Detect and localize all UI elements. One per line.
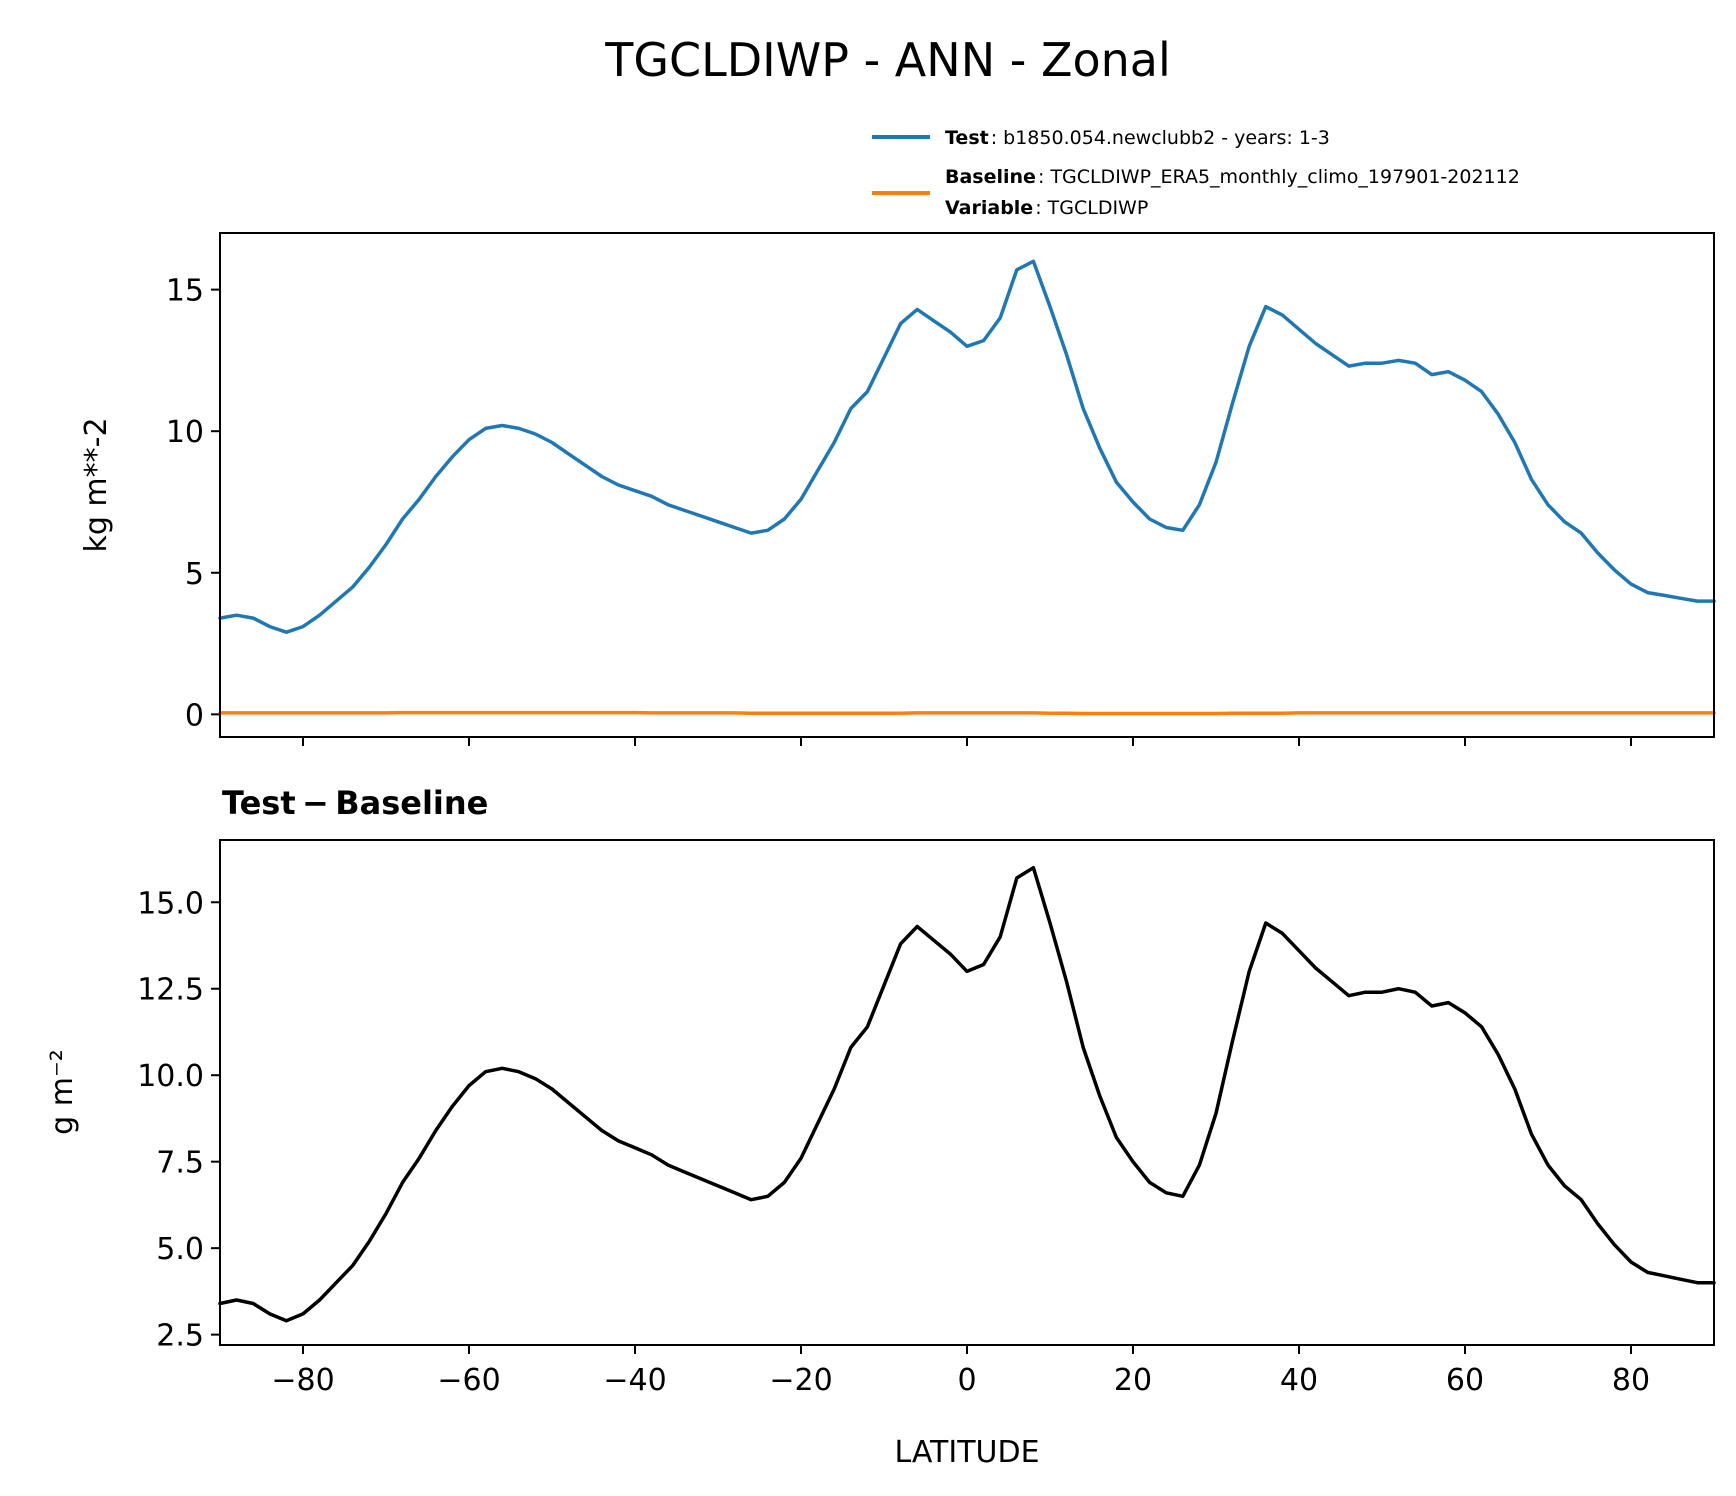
x-tick-label: 80 bbox=[1612, 1363, 1650, 1398]
bottom-panel-marks: −80 −60 −40 −20 0 20 40 60 80 2.5 5.0 7.5 10.0 12.5 15… bbox=[137, 865, 1716, 1398]
legend-variable-text: : TGCLDIWP bbox=[1035, 197, 1148, 219]
legend-variable-bold: Variable bbox=[945, 197, 1033, 219]
top-panel-marks: 0 5 10 15 bbox=[166, 259, 1716, 746]
legend-label-test: Test: b1850.054.newclubb2 - years: 1-3 bbox=[945, 127, 1330, 149]
y-tick-label: 0 bbox=[185, 698, 204, 733]
x-tick-label: 40 bbox=[1280, 1363, 1318, 1398]
top-panel-ylabel: kg m**-2 bbox=[79, 417, 114, 552]
bottom-panel-frame bbox=[219, 839, 1715, 1346]
x-tick-label: −20 bbox=[769, 1363, 832, 1398]
legend-label-variable: Variable: TGCLDIWP bbox=[945, 197, 1148, 219]
chart-title: TGCLDIWP - ANN - Zonal bbox=[604, 33, 1170, 87]
top-panel: 0 5 10 15 kg m**-2 bbox=[79, 232, 1716, 746]
y-tick-label: 5 bbox=[185, 557, 204, 592]
y-tick-label: 12.5 bbox=[137, 973, 204, 1008]
bottom-panel-title: Test − Baseline bbox=[222, 784, 488, 822]
bottom-panel: Test − Baseline −80 −60 −40 −20 0 20 40 60 80 2.5… bbox=[45, 784, 1716, 1470]
x-tick-label: 60 bbox=[1446, 1363, 1484, 1398]
legend-label-baseline: Baseline: TGCLDIWP_ERA5_monthly_climo_19… bbox=[945, 166, 1520, 188]
x-tick-label: −60 bbox=[437, 1363, 500, 1398]
legend-baseline-text: : TGCLDIWP_ERA5_monthly_climo_197901-202… bbox=[1038, 166, 1520, 188]
y-tick-label: 2.5 bbox=[156, 1319, 204, 1354]
y-tick-label: 10 bbox=[166, 415, 204, 450]
x-tick-label: 20 bbox=[1114, 1363, 1152, 1398]
x-tick-label: −40 bbox=[603, 1363, 666, 1398]
legend-test-bold: Test bbox=[945, 127, 989, 149]
x-tick-label: 0 bbox=[957, 1363, 976, 1398]
y-tick-label: 7.5 bbox=[156, 1146, 204, 1181]
bottom-panel-xlabel: LATITUDE bbox=[894, 1435, 1039, 1470]
x-tick-label: −80 bbox=[271, 1363, 334, 1398]
legend: Test: b1850.054.newclubb2 - years: 1-3 B… bbox=[872, 127, 1520, 219]
series-line-test-baseline bbox=[218, 865, 1716, 1323]
y-tick-label: 10.0 bbox=[137, 1059, 204, 1094]
y-tick-label: 15 bbox=[166, 274, 204, 309]
series-line-baseline bbox=[218, 710, 1716, 716]
series-line-test bbox=[218, 259, 1716, 634]
legend-baseline-bold: Baseline bbox=[945, 166, 1036, 188]
top-panel-frame bbox=[219, 232, 1715, 738]
bottom-panel-ylabel: g m⁻² bbox=[45, 1049, 80, 1135]
y-tick-label: 5.0 bbox=[156, 1232, 204, 1267]
y-tick-label: 15.0 bbox=[137, 886, 204, 921]
legend-test-text: : b1850.054.newclubb2 - years: 1-3 bbox=[991, 127, 1330, 149]
